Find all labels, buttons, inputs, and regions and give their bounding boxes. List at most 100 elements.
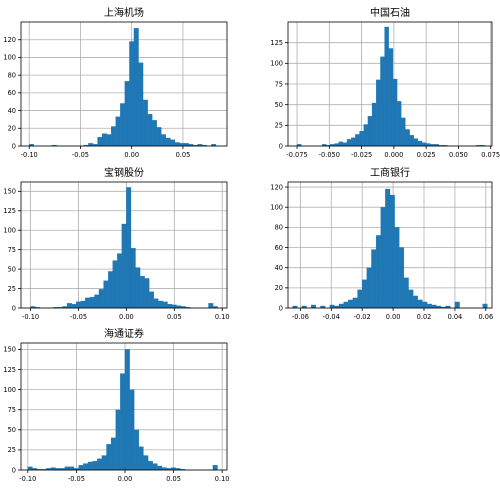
- histogram-bar: [161, 134, 166, 147]
- axes-frame: [20, 181, 228, 309]
- histogram-bar: [171, 304, 177, 309]
- chart-title: 上海机场: [104, 6, 144, 19]
- histogram-bar: [129, 389, 135, 471]
- histogram-bar: [371, 249, 377, 309]
- x-tick-label: 0.000: [384, 151, 403, 159]
- histogram-bar: [153, 298, 159, 309]
- histogram-bar: [338, 303, 344, 309]
- x-tick-label: -0.025: [351, 151, 372, 159]
- histogram-bar: [130, 247, 136, 309]
- histogram-bar: [108, 271, 113, 309]
- histogram-bar: [78, 465, 84, 471]
- x-tick-label: 0.00: [119, 313, 134, 321]
- y-tick-label: 80: [275, 224, 283, 232]
- histogram-bar: [371, 102, 377, 147]
- histogram-panel-4: -0.06 -0.04 -0.02 0.00 0.02 0.04 0.06 0 20 40 60 80…: [270, 166, 493, 321]
- histogram-bar: [367, 116, 373, 147]
- histogram-bar: [147, 461, 153, 471]
- y-tick-label: 50: [8, 265, 16, 273]
- histogram-bar: [417, 299, 423, 309]
- histogram-bar: [399, 247, 405, 309]
- histogram-bar: [388, 48, 394, 147]
- histogram-bar: [417, 140, 423, 147]
- histogram-bar: [124, 349, 130, 471]
- histogram-bar: [162, 301, 168, 309]
- chart-title: 中国石油: [370, 6, 410, 19]
- x-tick-label: 0.05: [166, 475, 181, 483]
- x-tick-label: -0.10: [19, 475, 36, 483]
- x-tick-label: -0.02: [354, 313, 371, 321]
- histogram-bar: [106, 444, 112, 471]
- histogram-bar: [138, 62, 144, 147]
- histogram-bar: [413, 138, 419, 147]
- y-tick-label: 25: [8, 446, 16, 454]
- histogram-bar: [101, 455, 107, 471]
- x-tick-label: 0.06: [478, 313, 493, 321]
- histogram-bar: [359, 130, 364, 147]
- histogram-bar: [385, 188, 391, 309]
- x-tick-label: -0.050: [319, 151, 340, 159]
- histogram-bar: [66, 303, 72, 309]
- histogram-bar: [98, 289, 104, 309]
- x-tick-label: -0.06: [292, 313, 309, 321]
- histogram-bar: [405, 129, 410, 147]
- histogram-bar: [112, 260, 118, 309]
- histogram-panel-1: -0.10 -0.05 0.00 0.05 0 20 40 60 80 100 120 上海机场: [3, 6, 228, 159]
- histogram-bar: [129, 41, 135, 147]
- histogram-bar: [149, 291, 154, 309]
- histogram-bar: [212, 465, 218, 471]
- histogram-bar: [403, 277, 409, 309]
- histogram-bar: [138, 446, 144, 471]
- histogram-bar: [167, 303, 173, 309]
- x-tick-label: -0.05: [72, 151, 89, 159]
- x-tick-label: -0.04: [323, 313, 340, 321]
- histogram-bar: [120, 103, 125, 147]
- histogram-bar: [87, 461, 93, 471]
- y-tick-label: 0: [12, 304, 16, 312]
- x-tick-label: 0.10: [215, 313, 230, 321]
- y-tick-label: 125: [3, 207, 16, 215]
- histogram-bar: [106, 134, 112, 147]
- x-tick-label: 0.05: [176, 151, 191, 159]
- y-tick-label: 80: [8, 71, 16, 79]
- histogram-bar: [311, 304, 316, 309]
- histogram-bar: [348, 299, 354, 309]
- histogram-bar: [413, 295, 418, 309]
- histogram-bar: [165, 137, 171, 147]
- axes-frame: [287, 181, 493, 309]
- histogram-bar: [380, 56, 385, 147]
- histogram-bar: [431, 304, 437, 309]
- y-tick-label: 75: [275, 80, 283, 88]
- y-tick-label: 100: [3, 386, 16, 394]
- y-tick-label: 100: [3, 54, 16, 62]
- histogram-bar: [482, 303, 488, 309]
- histogram-bar: [329, 304, 335, 309]
- histogram-bar: [94, 294, 100, 309]
- histogram-bar: [139, 275, 145, 309]
- y-tick-label: 25: [275, 122, 283, 130]
- x-tick-label: 0.10: [215, 475, 230, 483]
- y-tick-label: 20: [275, 284, 283, 292]
- histogram-bar: [384, 26, 389, 147]
- histogram-bar: [338, 141, 344, 147]
- histogram-bar: [143, 455, 149, 471]
- histogram-bar: [97, 136, 103, 147]
- chart-title: 海通证券: [104, 327, 144, 340]
- x-tick-label: 0.00: [118, 475, 133, 483]
- histogram-bar: [142, 99, 148, 147]
- histogram-bar: [426, 303, 432, 309]
- axes-frame: [20, 21, 228, 147]
- y-tick-label: 0: [12, 466, 16, 474]
- x-tick-label: 0.05: [167, 313, 182, 321]
- histogram-bar: [64, 466, 70, 471]
- x-tick-label: 0.00: [386, 313, 401, 321]
- x-tick-label: 0.050: [449, 151, 468, 159]
- histogram-bar: [83, 463, 89, 471]
- histogram-bar: [89, 296, 95, 309]
- histogram-bar: [126, 187, 132, 309]
- y-tick-label: 100: [270, 60, 283, 68]
- histogram-bar: [92, 461, 98, 471]
- histogram-bar: [69, 466, 75, 471]
- histogram-bar: [380, 207, 386, 309]
